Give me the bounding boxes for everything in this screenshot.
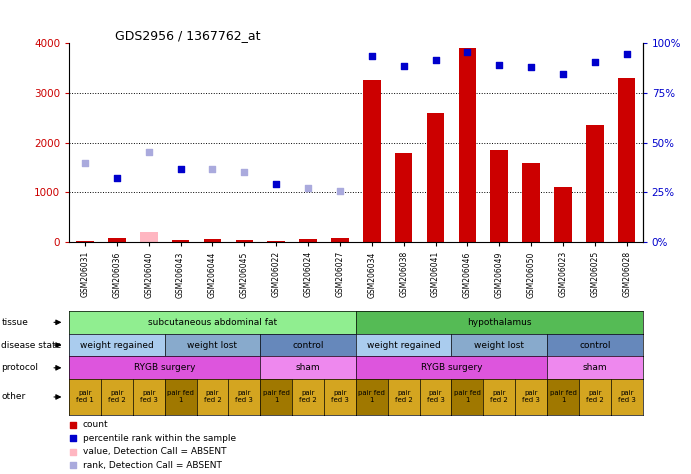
Text: RYGB surgery: RYGB surgery — [421, 364, 482, 372]
Text: GDS2956 / 1367762_at: GDS2956 / 1367762_at — [115, 29, 261, 42]
Text: count: count — [83, 420, 108, 429]
Point — [207, 165, 218, 173]
Text: pair
fed 2: pair fed 2 — [204, 391, 221, 403]
Text: rank, Detection Call = ABSENT: rank, Detection Call = ABSENT — [83, 461, 222, 470]
Point — [79, 159, 91, 166]
Bar — [108, 238, 126, 242]
Bar — [76, 241, 94, 242]
Point — [398, 62, 409, 69]
Bar — [140, 232, 158, 242]
Point — [430, 56, 441, 64]
Text: pair
fed 2: pair fed 2 — [586, 391, 604, 403]
Text: pair
fed 3: pair fed 3 — [331, 391, 349, 403]
Text: weight lost: weight lost — [474, 341, 524, 349]
Bar — [363, 81, 381, 242]
Text: other: other — [1, 392, 26, 401]
Text: pair fed
1: pair fed 1 — [263, 391, 290, 403]
Text: control: control — [579, 341, 611, 349]
Point — [271, 180, 282, 188]
Bar — [459, 48, 476, 242]
Bar — [618, 78, 636, 242]
Text: pair fed
1: pair fed 1 — [167, 391, 194, 403]
Text: pair fed
1: pair fed 1 — [454, 391, 481, 403]
Text: weight lost: weight lost — [187, 341, 238, 349]
Bar — [299, 239, 317, 242]
Point — [334, 188, 346, 195]
Text: protocol: protocol — [1, 364, 38, 372]
Text: pair
fed 3: pair fed 3 — [522, 391, 540, 403]
Text: control: control — [292, 341, 324, 349]
Bar — [586, 125, 604, 242]
Point — [462, 48, 473, 55]
Text: sham: sham — [583, 364, 607, 372]
Text: pair
fed 2: pair fed 2 — [491, 391, 508, 403]
Point — [67, 434, 78, 442]
Text: weight regained: weight regained — [80, 341, 154, 349]
Text: disease state: disease state — [1, 341, 61, 349]
Point — [366, 52, 377, 59]
Text: pair fed
1: pair fed 1 — [549, 391, 576, 403]
Point — [621, 50, 632, 58]
Text: sham: sham — [296, 364, 321, 372]
Point — [111, 174, 122, 182]
Bar — [491, 150, 508, 242]
Text: pair
fed 2: pair fed 2 — [299, 391, 317, 403]
Point — [239, 168, 250, 175]
Text: pair
fed 2: pair fed 2 — [395, 391, 413, 403]
Text: pair fed
1: pair fed 1 — [359, 391, 386, 403]
Text: pair
fed 2: pair fed 2 — [108, 391, 126, 403]
Point — [175, 165, 186, 173]
Point — [67, 448, 78, 456]
Point — [558, 70, 569, 78]
Text: weight regained: weight regained — [367, 341, 441, 349]
Bar — [427, 113, 444, 242]
Bar — [554, 188, 571, 242]
Point — [589, 58, 600, 66]
Bar — [172, 240, 189, 242]
Text: pair
fed 3: pair fed 3 — [236, 391, 254, 403]
Text: pair
fed 3: pair fed 3 — [618, 391, 636, 403]
Bar — [267, 241, 285, 242]
Point — [67, 421, 78, 428]
Text: value, Detection Call = ABSENT: value, Detection Call = ABSENT — [83, 447, 227, 456]
Point — [143, 148, 154, 155]
Text: percentile rank within the sample: percentile rank within the sample — [83, 434, 236, 443]
Bar — [522, 163, 540, 242]
Bar — [395, 153, 413, 242]
Text: subcutaneous abdominal fat: subcutaneous abdominal fat — [148, 318, 277, 327]
Text: pair
fed 3: pair fed 3 — [426, 391, 444, 403]
Text: pair
fed 3: pair fed 3 — [140, 391, 158, 403]
Point — [493, 61, 504, 69]
Text: hypothalamus: hypothalamus — [467, 318, 531, 327]
Point — [303, 185, 314, 192]
Bar — [331, 238, 349, 242]
Point — [67, 462, 78, 469]
Text: tissue: tissue — [1, 318, 28, 327]
Point — [526, 63, 537, 70]
Bar — [236, 240, 253, 242]
Bar — [204, 239, 221, 242]
Text: pair
fed 1: pair fed 1 — [76, 391, 94, 403]
Text: RYGB surgery: RYGB surgery — [134, 364, 196, 372]
